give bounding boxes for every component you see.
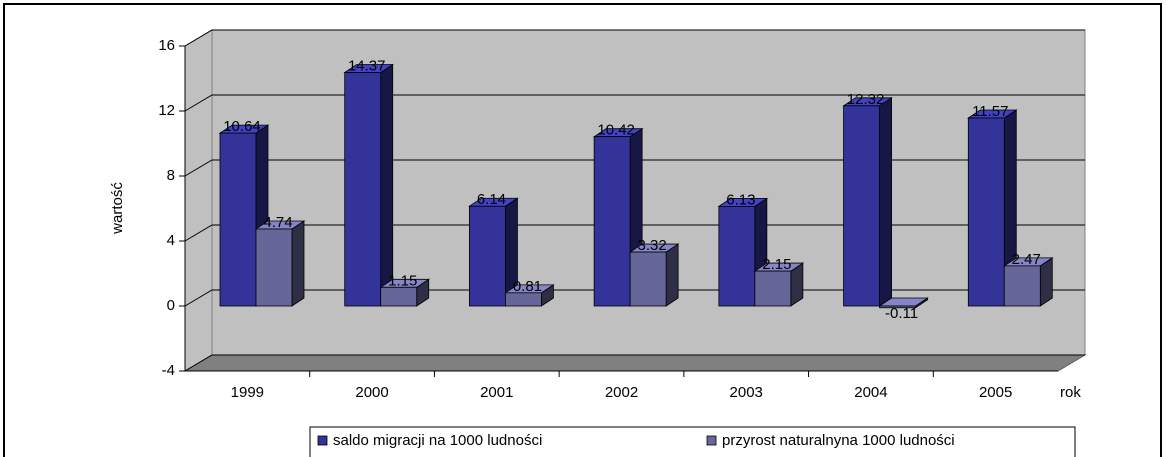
frame [3,3,1162,457]
data-label: 10.42 [597,122,635,139]
y-tick-label: -4 [162,362,175,379]
legend-label: saldo migracji na 1000 ludności [333,432,542,449]
y-tick-label: 12 [158,102,175,119]
legend-label: przyrost naturalnyna 1000 ludności [722,432,955,449]
bar [469,205,506,307]
y-axis-label: wartość [109,182,126,235]
data-label: 6.14 [477,191,506,208]
data-label: 14.37 [348,57,386,74]
bar-side [665,243,679,307]
side-wall [184,29,213,372]
bar [718,205,756,307]
bar [879,305,916,309]
x-tick-label: 2005 [979,384,1012,401]
data-label: 2.15 [762,256,791,273]
legend-swatch [706,435,717,446]
x-tick-label: 1999 [231,384,264,401]
y-tick-label: 0 [167,297,175,314]
x-tick-label: 2004 [854,384,887,401]
bar [967,117,1005,307]
bar [505,292,542,307]
data-label: 10.64 [223,118,261,135]
grid-line [184,94,1085,112]
data-label: 12.32 [847,91,885,108]
data-label: -0.11 [885,305,918,322]
legend-swatch [317,435,328,446]
bar [255,228,293,307]
legend [309,426,1076,457]
data-label: 2.47 [1012,251,1041,268]
bar [1003,265,1041,307]
bar-side [879,97,892,307]
bar [219,132,257,307]
x-tick-label: 2001 [480,384,513,401]
bar [629,251,667,307]
bar [843,105,880,307]
y-tick-label: 16 [158,37,175,54]
data-label: 11.57 [972,103,1008,120]
data-label: 0.81 [513,278,542,295]
data-label: 4.74 [263,214,292,231]
x-tick-label: 2003 [730,384,763,401]
y-tick-label: 8 [167,167,175,184]
bar [380,286,418,307]
data-label: 6.13 [726,191,755,208]
grid-line [184,354,1085,372]
x-tick-label: 2000 [355,384,388,401]
bar [593,136,631,307]
grid-line [184,224,1085,242]
grid-line [184,29,1085,47]
floor [183,354,1087,372]
bar-side [380,63,394,307]
grid-line [184,159,1085,177]
y-tick-label: 4 [167,232,175,249]
x-tick-label: 2002 [605,384,638,401]
bar [344,72,382,307]
bar-side [291,220,305,307]
bar [754,270,792,307]
x-axis-label: rok [1060,384,1081,401]
data-label: 3.32 [638,237,667,254]
data-label: 1.15 [388,272,417,289]
